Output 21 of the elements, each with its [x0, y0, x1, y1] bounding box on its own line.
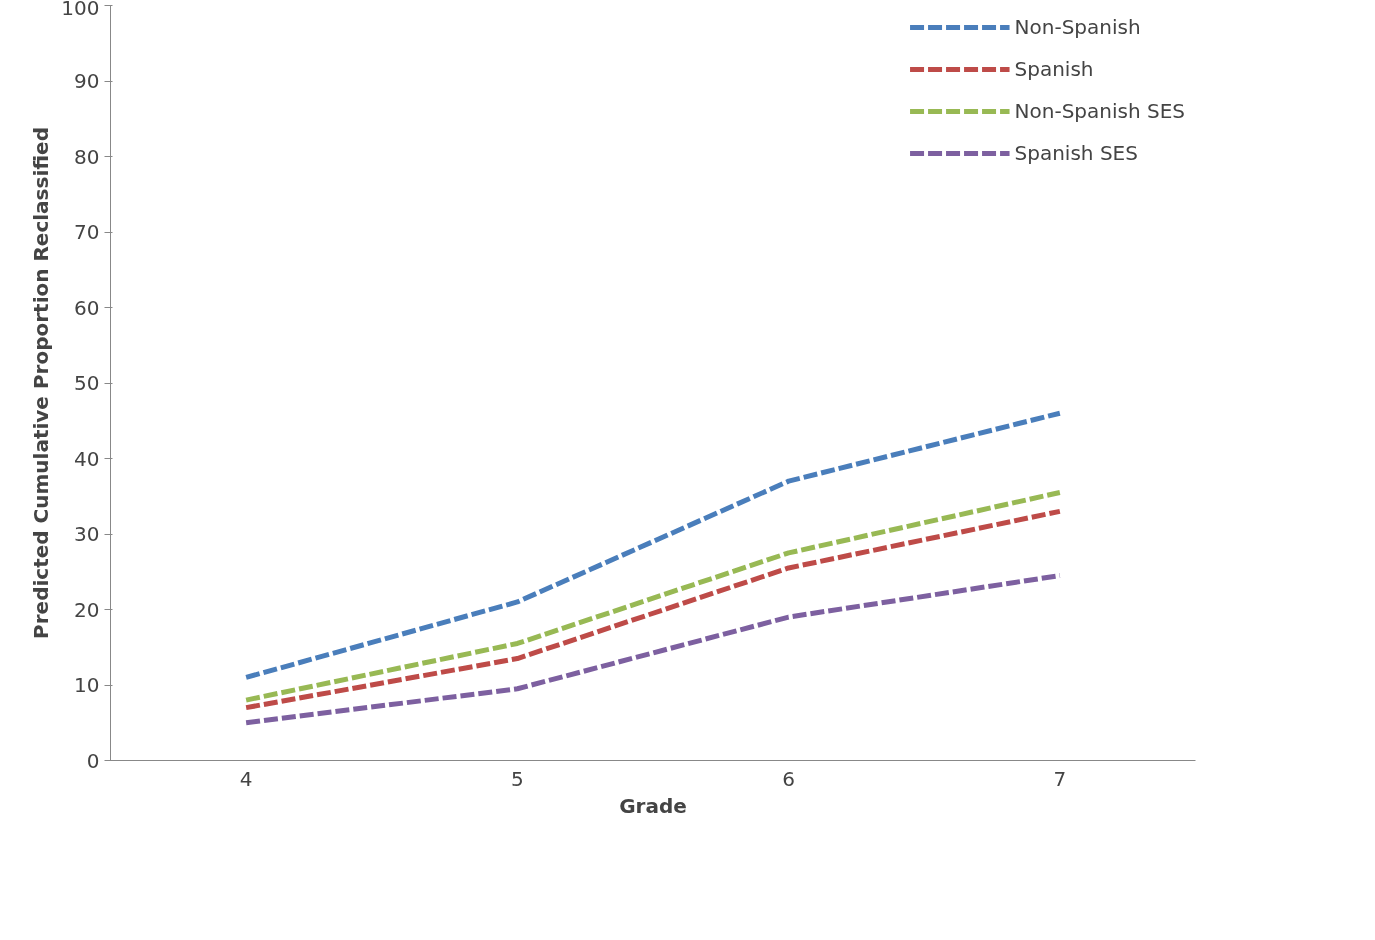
x-tick-label: 6 — [782, 766, 795, 791]
y-tick-label: 90 — [74, 69, 100, 93]
legend-label: Non-Spanish SES — [1014, 99, 1185, 123]
legend-label: Non-Spanish — [1014, 15, 1141, 39]
x-tick-label: 4 — [239, 766, 253, 791]
y-tick-label: 30 — [74, 522, 100, 546]
y-tick-label: 20 — [74, 597, 100, 622]
y-axis-title: Predicted Cumulative Proportion Reclassified — [29, 127, 54, 639]
y-tick-label: 40 — [74, 446, 100, 471]
y-tick-label: 70 — [74, 220, 100, 244]
y-tick-label: 0 — [86, 748, 100, 773]
y-tick-label: 100 — [61, 0, 100, 20]
x-tick-label: 7 — [1053, 766, 1067, 791]
legend-label: Spanish SES — [1014, 141, 1138, 165]
x-tick-label: 5 — [511, 766, 524, 791]
y-tick-label: 80 — [74, 144, 100, 169]
y-tick-label: 10 — [74, 673, 100, 697]
y-tick-label: 60 — [74, 295, 100, 320]
y-tick-label: 50 — [74, 371, 100, 395]
x-axis-title: Grade — [619, 793, 687, 818]
legend-label: Spanish — [1014, 57, 1094, 81]
